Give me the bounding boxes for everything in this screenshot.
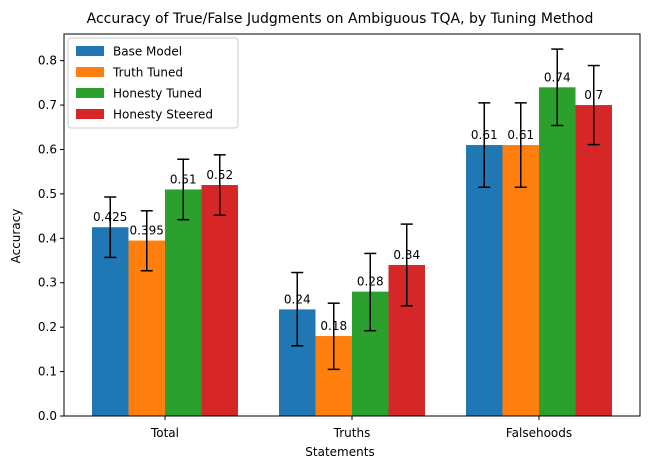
data-label: 0.28 bbox=[357, 275, 384, 289]
data-label: 0.425 bbox=[93, 210, 127, 224]
legend-box bbox=[67, 37, 239, 129]
y-tick-label: 0.1 bbox=[38, 365, 57, 379]
y-tick-label: 0.3 bbox=[38, 276, 57, 290]
bar bbox=[575, 105, 613, 417]
x-tick-label: Total bbox=[150, 426, 179, 440]
y-tick-label: 0.4 bbox=[38, 231, 57, 245]
bar bbox=[539, 87, 576, 417]
bar bbox=[91, 227, 129, 416]
data-label: 0.61 bbox=[471, 128, 498, 142]
legend-swatch bbox=[76, 46, 104, 56]
y-tick-label: 0.7 bbox=[38, 98, 57, 112]
y-tick-label: 0.0 bbox=[38, 409, 57, 423]
legend: Base Model Truth Tuned Honesty Tuned Honest… bbox=[67, 37, 239, 129]
bar bbox=[164, 189, 202, 416]
data-label: 0.34 bbox=[393, 248, 420, 262]
y-axis-label: Accuracy bbox=[9, 209, 23, 264]
x-tick-label: Falsehoods bbox=[506, 426, 572, 440]
y-tick-label: 0.5 bbox=[38, 187, 57, 201]
legend-label: Honesty Steered bbox=[113, 108, 213, 122]
bar bbox=[466, 145, 503, 416]
data-label: 0.24 bbox=[284, 292, 311, 306]
x-tick-label: Truths bbox=[333, 426, 371, 440]
data-label: 0.51 bbox=[170, 172, 197, 186]
data-label: 0.61 bbox=[507, 128, 534, 142]
bar bbox=[201, 185, 238, 416]
y-tick-label: 0.2 bbox=[38, 320, 57, 334]
x-axis-label: Statements bbox=[305, 445, 374, 459]
data-label: 0.7 bbox=[584, 88, 603, 102]
data-label: 0.18 bbox=[320, 319, 347, 333]
data-label: 0.52 bbox=[206, 168, 233, 182]
legend-swatch bbox=[76, 109, 104, 119]
axes-group: 0.0 0.1 0.2 0.3 0.4 0.5 0.6 0.7 0.8 Total Truths Fa… bbox=[38, 33, 641, 440]
legend-label: Truth Tuned bbox=[112, 66, 183, 80]
chart-title: Accuracy of True/False Judgments on Ambi… bbox=[87, 11, 594, 27]
error-bars-group bbox=[104, 48, 600, 371]
y-tick-label: 0.6 bbox=[38, 142, 57, 156]
y-tick-label: 0.8 bbox=[38, 54, 57, 68]
data-label: 0.395 bbox=[130, 224, 164, 238]
legend-label: Honesty Tuned bbox=[113, 87, 202, 101]
bars-group bbox=[91, 87, 613, 417]
legend-swatch bbox=[76, 67, 104, 77]
bar bbox=[502, 145, 540, 416]
data-label: 0.74 bbox=[544, 70, 571, 84]
legend-label: Base Model bbox=[113, 45, 182, 59]
legend-swatch bbox=[76, 88, 104, 98]
data-labels-group: 0.425 0.24 0.61 0.395 0.18 0.61 0.51 0.28 0.74 0.… bbox=[93, 70, 603, 333]
